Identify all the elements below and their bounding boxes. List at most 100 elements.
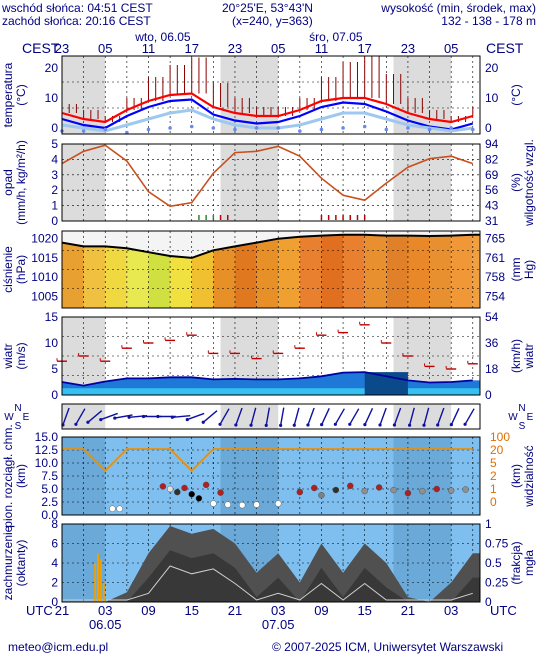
fog-bar-3 [102, 582, 105, 602]
cloud-point-0 [109, 505, 116, 512]
wind-arrow-14 [265, 407, 271, 426]
cloud-point-19 [347, 482, 354, 490]
wind-arrow-16 [293, 407, 300, 426]
panel-frame-pressure [61, 230, 481, 309]
cloud-point-18 [332, 486, 340, 494]
ylabel-left-cloud-1: (km) [14, 464, 28, 488]
ytick-right-cloud_cover-3: 0.25 [485, 576, 509, 590]
ytick-left-cloud-4: 5.0 [41, 482, 58, 496]
cloud-point-20 [361, 487, 368, 495]
ytick-left-cloud_cover-0: 8 [51, 517, 58, 531]
wind-arrow-12 [235, 407, 243, 426]
wind-arrow-head-8 [170, 415, 174, 419]
header-grid: (x=240, y=363) [232, 14, 313, 28]
wind-arrow-head-18 [320, 423, 324, 427]
bottom-tick-6: 09 [314, 603, 328, 618]
ytick-right-precipitation-5: 31 [485, 214, 499, 228]
ytick-right-cloud_cover-2: 0.5 [485, 556, 502, 570]
bottom-tick-5: 03 [271, 603, 285, 618]
wind-arrow-24 [408, 407, 415, 426]
pressure-band-10 [278, 231, 300, 308]
ytick-left-wind-3: 0 [51, 388, 58, 402]
ytick-right-temperature-1: 10 [485, 91, 499, 105]
ylabel-left-pressure-1: (hPa) [14, 255, 28, 284]
ylabel-right-pressure-0: (mm [509, 258, 523, 282]
ylabel-right-cloud-0: (km) [509, 464, 523, 488]
wind-arrow-28 [464, 408, 475, 425]
ytick-left-cloud-2: 10.0 [35, 456, 59, 470]
ytick-right-pressure-2: 758 [485, 270, 505, 284]
ytick-left-cloud-3: 7.5 [41, 469, 58, 483]
night-band-wind_direction-0 [62, 404, 106, 429]
bottom-date-0: 06.05 [89, 617, 122, 632]
header-coords: 20°25'E, 53°43'N [222, 1, 313, 15]
wind-arrow-head-16 [292, 423, 296, 427]
ytick-left-cloud_cover-1: 6 [51, 537, 58, 551]
cloud-point-21 [375, 484, 383, 491]
wind-arrow-1 [75, 408, 86, 425]
ytick-right-temperature-0: 20 [485, 61, 499, 75]
top-tick-4: 23 [228, 41, 242, 56]
ytick-right-precipitation-2: 69 [485, 168, 499, 182]
top-tick-1: 05 [98, 41, 112, 56]
wind-arrow-head-27 [449, 423, 453, 427]
bottom-tick-9: 03 [444, 603, 458, 618]
wind-arrow-22 [379, 407, 387, 426]
temp-dew-13 [341, 126, 345, 130]
top-tick-0: 23 [55, 41, 69, 56]
ytick-right-wind-2: 18 [485, 362, 499, 376]
compass-right-s: S [519, 421, 526, 432]
pressure-line [61, 233, 480, 259]
compass-right-w: W [508, 412, 518, 423]
compass-left-w: W [4, 412, 14, 423]
temp-series-0 [61, 92, 474, 124]
ylabel-right-cloud-1: widzialność [522, 445, 536, 507]
cloud-point-1 [116, 505, 123, 512]
temp-series-2 [61, 108, 474, 133]
ytick-right-cloud-5: 0 [490, 495, 497, 509]
wind-arrow-head-6 [141, 414, 146, 419]
ytick-right-cloud-0: 100 [490, 430, 510, 444]
wind-arrow-head-15 [279, 423, 283, 427]
ylabel-left-precip-0: opad [1, 169, 15, 196]
cloud-point-4 [174, 488, 181, 496]
top-tick-3: 17 [184, 41, 198, 56]
ytick-right-cloud-4: 1 [490, 482, 497, 496]
panel-frame-temperature [61, 55, 481, 135]
wind-arrow-21 [364, 408, 374, 425]
footer-copyright: © 2007-2025 ICM, Uniwersytet Warszawski [272, 640, 504, 654]
pressure-band-19 [472, 231, 480, 308]
ylabel-right-cover-0: (frakcja) [509, 541, 523, 584]
visibility-line [62, 448, 473, 473]
wind-arrow-head-25 [422, 423, 426, 427]
cloud-point-13 [253, 501, 260, 508]
bottom-tick-1: 03 [98, 603, 112, 618]
top-tick-7: 17 [357, 41, 371, 56]
wind-arrow-head-5 [127, 415, 131, 419]
ytick-left-cloud_cover-4: 0 [51, 595, 58, 609]
wind-arrow-23 [393, 407, 402, 426]
compass-right-n: N [518, 403, 525, 414]
temp-dew-14 [362, 124, 367, 129]
ytick-right-precipitation-3: 56 [485, 183, 499, 197]
wind-arrow-0 [62, 407, 70, 426]
ytick-left-wind-1: 10 [45, 336, 59, 350]
bottom-tick-3: 15 [184, 603, 198, 618]
ylabel-right-precip-0: (%) [509, 173, 523, 192]
ytick-left-pressure-3: 1005 [31, 289, 58, 303]
wind-arrow-8 [172, 415, 191, 418]
temp-dew-2 [103, 127, 108, 132]
compass-left-e: E [23, 412, 30, 423]
temp-dew-8 [233, 127, 237, 132]
wind-arrow-13 [250, 407, 257, 426]
footer-email[interactable]: meteo@icm.edu.pl [8, 640, 109, 654]
humidity-line [61, 144, 474, 208]
temp-dew-4 [146, 127, 151, 132]
cloud-point-5 [181, 484, 188, 492]
cloud-point-7 [195, 495, 203, 502]
wind-arrow-head-14 [264, 423, 268, 427]
cloud-point-23 [404, 489, 412, 497]
header-sunset: zachód słońca: 20:16 CEST [2, 14, 151, 28]
cloud-point-25 [433, 485, 440, 493]
wind-arrow-head-24 [408, 423, 412, 427]
